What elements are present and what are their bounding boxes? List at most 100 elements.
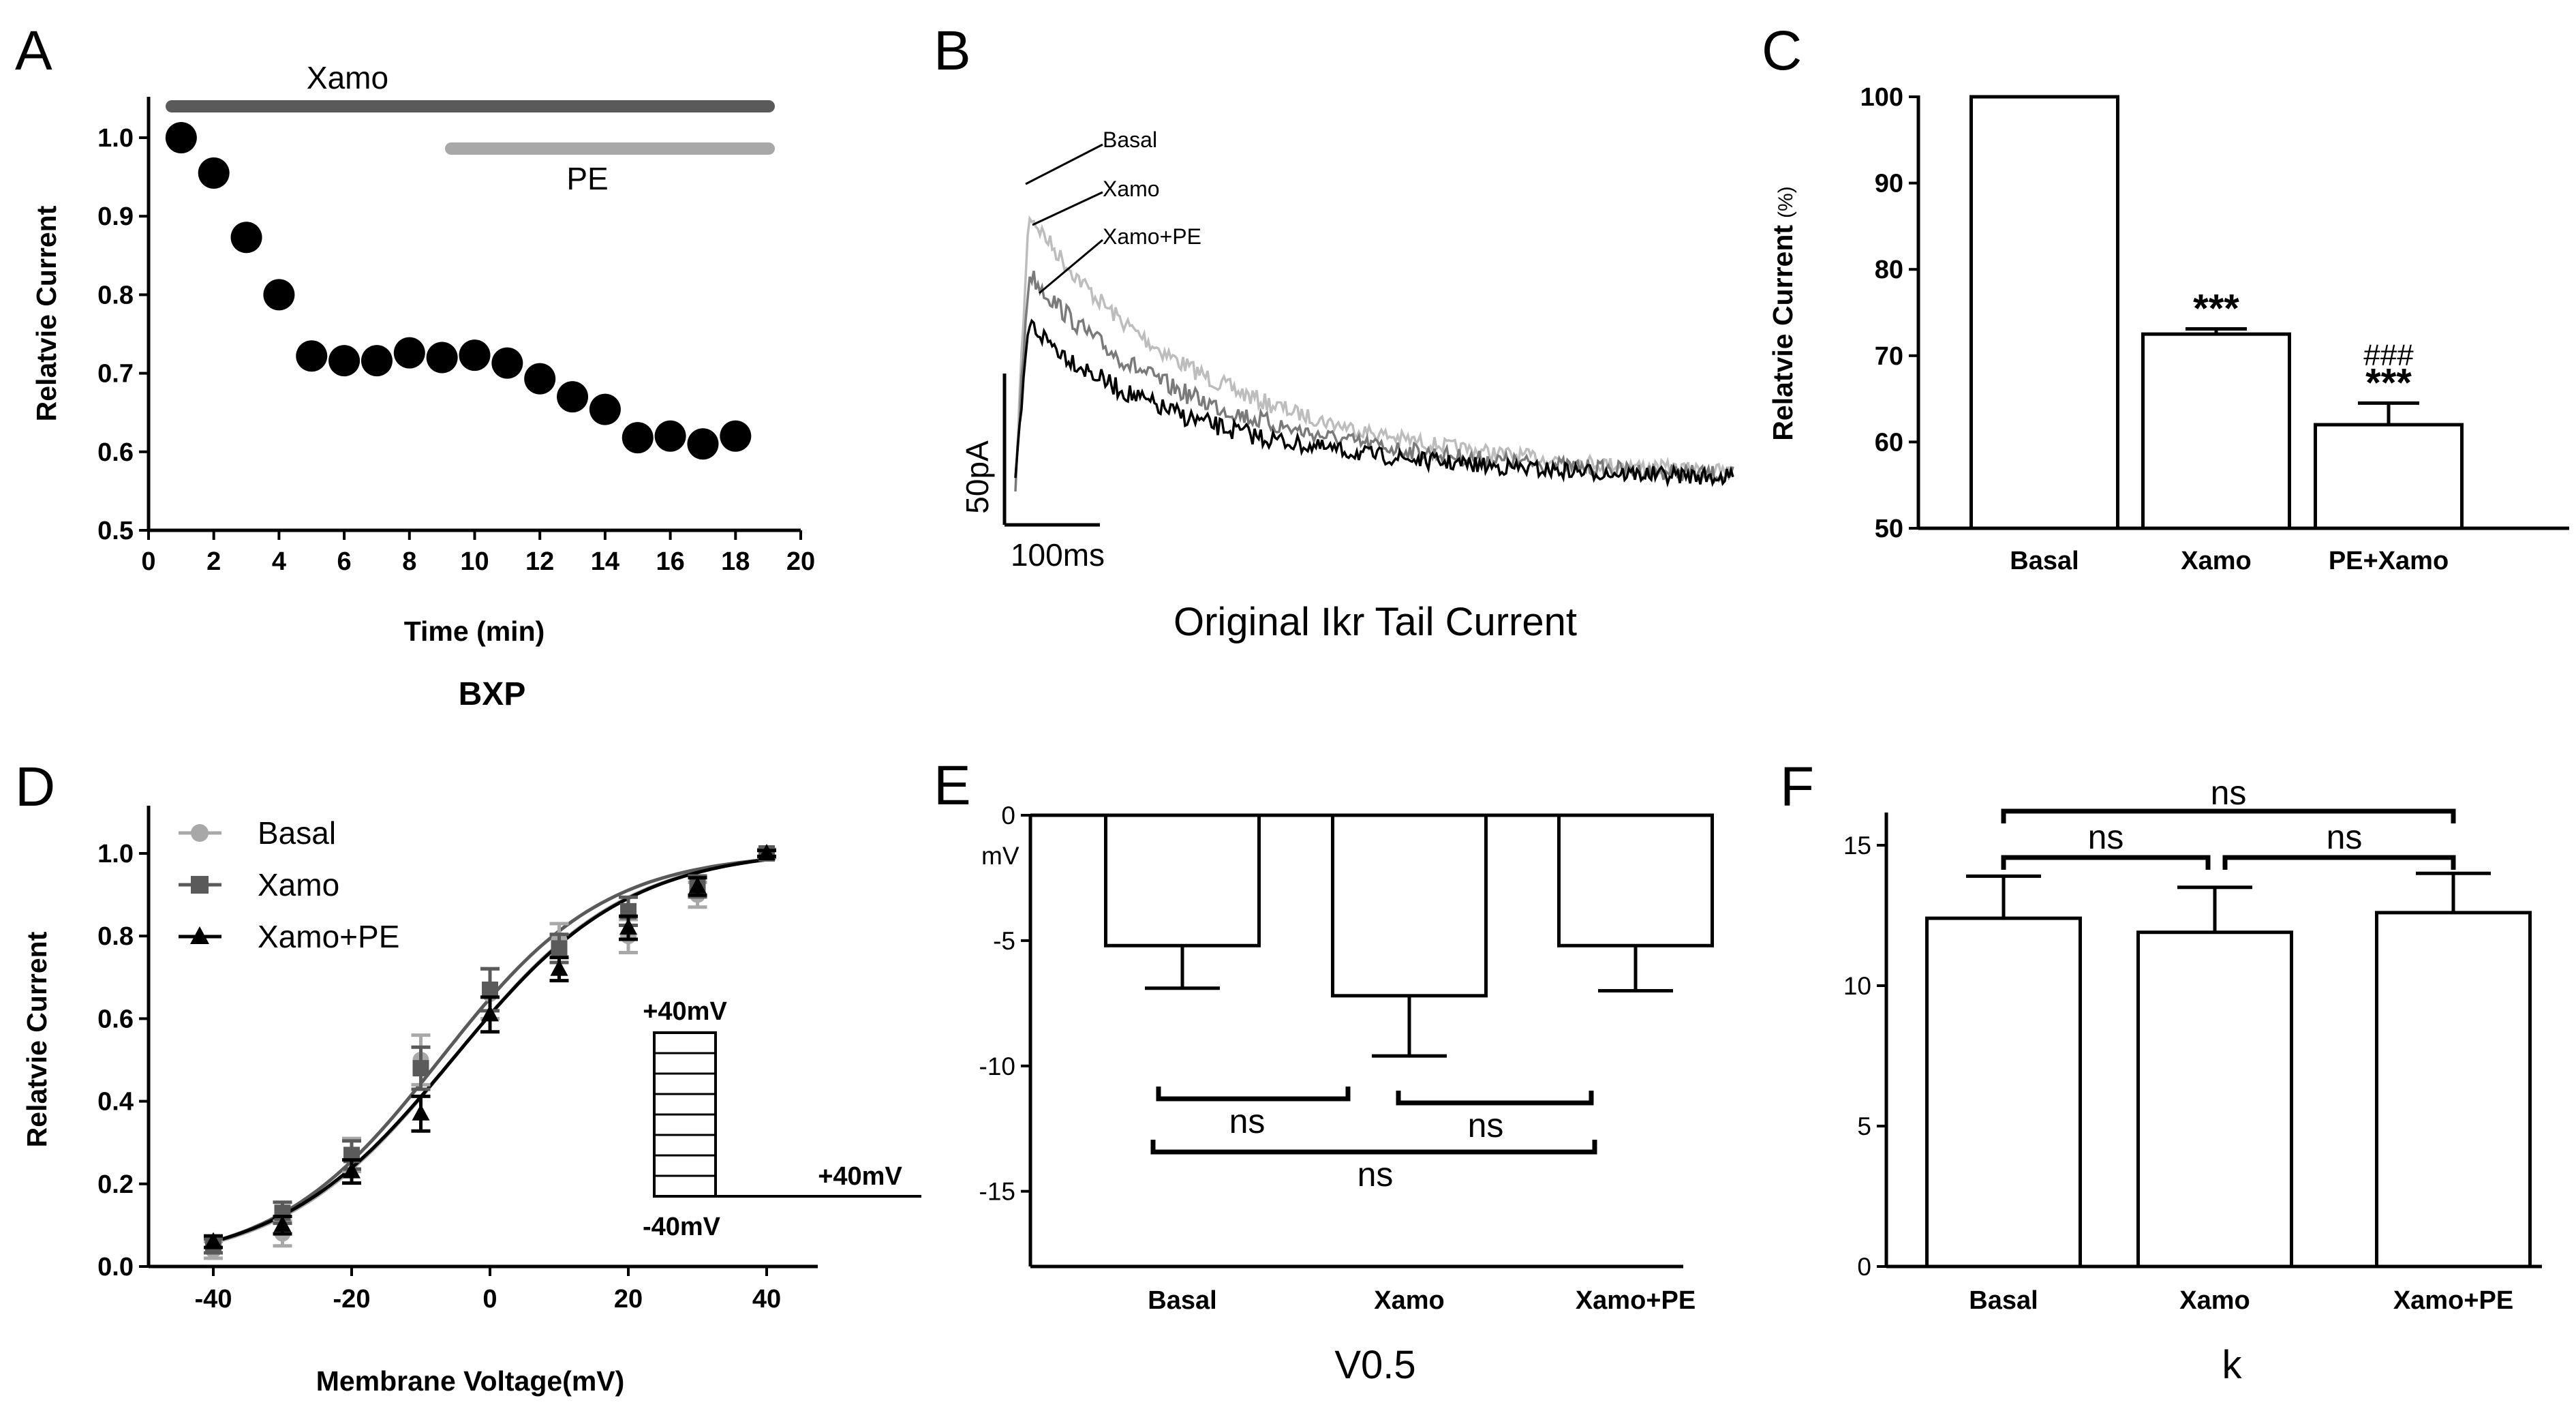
panel-d-point-xamo: [412, 1060, 429, 1077]
panel-e: E 0 -5 -10 -15 Basal Xamo Xamo+PE ns ns ns mV V…: [934, 755, 1714, 1387]
xamo-pointer-line: [1032, 191, 1103, 226]
panel-d-point-xamo-pe: [343, 1162, 361, 1179]
panel-a-x-tick-label: 18: [721, 547, 750, 576]
panel-e-bar: [1557, 813, 1714, 947]
panel-a-data-point: [328, 345, 361, 377]
panel-d-x-tick-label: 0: [482, 1285, 497, 1314]
panel-d-y-tick-label: 0.2: [97, 1170, 134, 1199]
xamo-trace-label: Xamo: [1103, 177, 1160, 201]
panel-c-category-label: Basal: [2010, 547, 2079, 575]
panel-a-x-tick-label: 0: [141, 547, 155, 576]
panel-d-point-xamo-pe: [550, 959, 568, 976]
panel-e-comparison-label: ns: [1358, 1155, 1394, 1194]
panel-a-data-point: [654, 420, 686, 452]
panel-a-data-point: [230, 222, 262, 254]
panel-e-category-label: Basal: [1148, 1286, 1216, 1315]
panel-e-letter: E: [934, 755, 971, 817]
panel-d-point-xamo-pe: [273, 1215, 292, 1232]
panel-f-comparison-label: ns: [2327, 818, 2363, 856]
panel-a-caption: BXP: [459, 676, 526, 712]
panel-c-category-label: PE+Xamo: [2329, 547, 2449, 575]
panel-c-significance-hash: ###: [2363, 338, 2414, 371]
panel-f-y-tick-label: 10: [1843, 972, 1871, 1000]
panel-a-x-label: Time (min): [404, 616, 545, 647]
panel-d-y-tick-label: 0.6: [97, 1005, 134, 1033]
panel-a-x-tick-label: 14: [591, 547, 619, 576]
panel-d-fit-curve: [213, 858, 767, 1245]
panel-a-data-point: [361, 345, 393, 377]
panel-a-x-tick-label: 12: [525, 547, 554, 576]
panel-e-comparison-label: ns: [1229, 1102, 1266, 1140]
panel-b-caption: Original Ikr Tail Current: [1174, 600, 1577, 644]
panel-e-bar: [1331, 813, 1488, 998]
pe-treatment-label: PE: [566, 161, 608, 196]
panel-a-data-point: [165, 122, 197, 153]
panel-a-x-tick-label: 6: [337, 547, 352, 576]
panel-c-bar: [1969, 95, 2119, 530]
panel-e-bar: [1104, 813, 1261, 947]
panel-e-comparison-label: ns: [1468, 1106, 1504, 1144]
panel-a-data-point: [426, 342, 458, 374]
voltage-protocol-inset: +40mV -40mV +40mV: [643, 997, 921, 1241]
panel-a-x-tick-label: 16: [656, 547, 684, 576]
panel-d-y-tick-label: 0.4: [97, 1088, 134, 1117]
panel-c-y-tick-label: 100: [1860, 83, 1903, 112]
panel-f-letter: F: [1780, 756, 1814, 818]
panel-a-y-tick-label: 0.6: [97, 438, 134, 467]
panel-d-y-tick-label: 0.0: [97, 1253, 134, 1281]
panel-d-point-xamo: [482, 981, 498, 998]
panel-a-y-tick-label: 0.5: [97, 517, 134, 545]
panel-e-category-label: Xamo: [1374, 1286, 1444, 1315]
panel-c-significance-stars: ***: [2193, 287, 2239, 331]
panel-a-letter: A: [15, 20, 52, 82]
panel-a-data-point: [720, 420, 752, 452]
panel-c-y-tick-label: 90: [1875, 170, 1903, 198]
panel-d-point-xamo-pe: [481, 1005, 499, 1022]
xamo-treatment-label: Xamo: [307, 60, 388, 95]
panel-d-y-label: Relatvie Current: [21, 931, 52, 1147]
panel-a-x-tick-label: 4: [272, 547, 286, 576]
panel-a-data-point: [263, 279, 295, 311]
panel-c-significance-stars: ***: [2365, 361, 2412, 405]
panel-f-category-label: Basal: [1969, 1286, 2038, 1315]
panel-c-y-label-unit: (%): [1775, 186, 1797, 218]
panel-a-data-point: [687, 428, 719, 460]
panel-d-legend-label: Basal: [258, 815, 336, 851]
panel-c-y-tick-label: 80: [1875, 256, 1903, 284]
panel-f: F 0 5 10 15 Basal Xamo Xamo+PE ns ns ns k: [1780, 756, 2542, 1387]
panel-e-unit-label: mV: [981, 842, 1019, 870]
panel-a-data-point: [589, 393, 621, 425]
xamo-pe-pointer-line: [1039, 239, 1103, 294]
panel-e-y-tick-label: 0: [1001, 802, 1015, 830]
panel-d-legend-marker: [191, 824, 209, 842]
panel-c-y-tick-label: 50: [1875, 515, 1903, 543]
panel-d: D 0.0 0.2 0.4 0.6 0.8 1.0 -40 -20 0 20 40 Basal Xa…: [15, 756, 921, 1397]
panel-d-point-xamo-pe: [688, 877, 707, 894]
panel-d-x-tick-label: 40: [752, 1285, 781, 1314]
panel-c-bar: [2314, 423, 2464, 530]
panel-a-x-tick-label: 10: [460, 547, 489, 576]
panel-e-y-tick-label: -10: [979, 1052, 1015, 1080]
panel-a-data-point: [622, 422, 654, 454]
panel-e-comparison-bracket: [1150, 1140, 1597, 1155]
panel-a-x-tick-label: 2: [206, 547, 221, 576]
panel-e-y-tick-label: -15: [979, 1178, 1015, 1206]
panel-f-category-label: Xamo: [2179, 1286, 2250, 1315]
panel-f-comparison-bracket: [2001, 808, 2456, 823]
panel-e-caption: V0.5: [1334, 1343, 1415, 1387]
panel-d-x-tick-label: -20: [333, 1285, 371, 1314]
panel-e-y-tick-label: -5: [993, 927, 1015, 955]
panel-a-y-tick-label: 0.7: [97, 360, 134, 389]
panel-b-trace-0: [1014, 215, 1734, 481]
panel-f-bar: [1925, 916, 2082, 1269]
panel-f-caption: k: [2222, 1343, 2243, 1387]
basal-trace-label: Basal: [1103, 127, 1157, 152]
basal-pointer-line: [1025, 143, 1103, 185]
panel-c-y-label-text: Relatvie Current: [1767, 225, 1798, 441]
panel-d-x-tick-label: 20: [614, 1285, 643, 1314]
panel-d-x-label: Membrane Voltage(mV): [316, 1365, 625, 1397]
panel-d-point-xamo: [551, 940, 568, 957]
panel-a: A 0.5 0.6 0.7 0.8 0.9 1.0 0 2 4 6 8 10 12 14 16 18 20 X…: [15, 20, 815, 712]
panel-f-bar: [2136, 930, 2293, 1269]
